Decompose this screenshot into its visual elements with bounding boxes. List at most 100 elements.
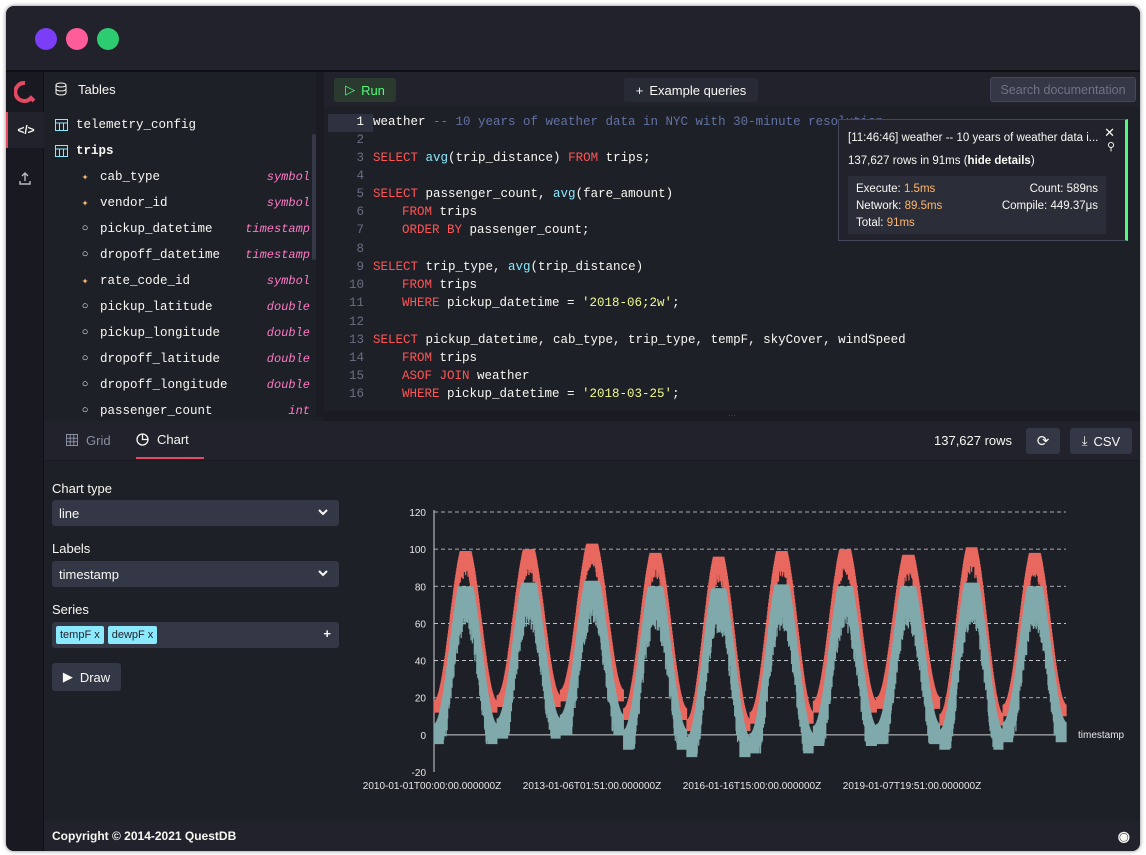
upload-icon <box>19 172 31 185</box>
nav-code[interactable]: </> <box>6 112 44 148</box>
code-line-14: FROM trips <box>402 351 478 365</box>
table-item-pickup-latitude[interactable]: ○ pickup_latitude double <box>44 294 310 320</box>
search-documentation-input[interactable]: Search documentation <box>990 77 1136 102</box>
column-icon: ○ <box>81 405 89 417</box>
github-icon[interactable]: ◉ <box>1117 828 1130 844</box>
table-item-dropoff-latitude[interactable]: ○ dropoff_latitude double <box>44 346 310 372</box>
table-item-dropoff-longitude[interactable]: ○ dropoff_longitude double <box>44 372 310 398</box>
code-line-16: WHERE pickup_datetime = '2018-03-25'; <box>402 387 680 401</box>
copyright-text: Copyright © 2014-2021 QuestDB <box>52 829 237 843</box>
code-line-10: FROM trips <box>402 278 478 292</box>
active-line-marker <box>328 114 373 132</box>
line-number: 8 <box>356 242 364 256</box>
line-number: 3 <box>356 151 364 165</box>
symbol-icon: ✦ <box>81 172 89 184</box>
editor-toolbar: ▷ Run + Example queries Search documenta… <box>324 72 1140 106</box>
pin-icon[interactable]: ⚲ <box>1106 141 1115 153</box>
line-number: 9 <box>356 260 364 274</box>
table-item-passenger-count[interactable]: ○ passenger_count int <box>44 398 310 424</box>
column-icon: ○ <box>81 223 89 235</box>
line-number: 6 <box>356 205 364 219</box>
column-icon: ○ <box>81 327 89 339</box>
run-button[interactable]: ▷ Run <box>334 78 396 102</box>
play-icon: ▷ <box>345 82 356 97</box>
side-nav: </> <box>6 72 44 851</box>
y-tick-label: -20 <box>412 768 427 779</box>
table-item-cab-type[interactable]: ✦ cab_type symbol <box>44 164 310 190</box>
column-icon: ○ <box>81 379 89 391</box>
x-tick-label: 2013-01-06T01:51:00.000000Z <box>523 781 661 792</box>
hide-details-link[interactable]: hide details <box>967 155 1031 167</box>
code-line-13: SELECT pickup_datetime, cab_type, trip_t… <box>373 333 906 347</box>
window-close-dot[interactable] <box>35 28 57 50</box>
y-tick-label: 0 <box>420 731 426 742</box>
table-item-vendor-id[interactable]: ✦ vendor_id symbol <box>44 190 310 216</box>
column-icon: ○ <box>81 301 89 313</box>
table-item-trips[interactable]: trips <box>44 138 310 164</box>
download-icon: ⤓ <box>1081 433 1088 448</box>
line-number: 2 <box>356 133 364 147</box>
x-tick-label: 2016-01-16T15:00:00.000000Z <box>683 781 821 792</box>
series-line-dewpF <box>433 580 1067 758</box>
chart-settings-form: Chart type line Labels timestamp Series … <box>52 461 352 821</box>
chart-type-select[interactable]: line <box>52 500 339 526</box>
chart-type-label: Chart type <box>52 481 112 496</box>
close-icon[interactable]: ✕ <box>1104 125 1115 140</box>
column-icon: ○ <box>81 249 89 261</box>
symbol-icon: ✦ <box>81 198 89 210</box>
code-line-11: WHERE pickup_datetime = '2018-06;2w'; <box>402 296 680 310</box>
tables-header: Tables <box>44 72 316 106</box>
code-line-1: weather -- 10 years of weather data in N… <box>373 115 884 129</box>
grid-icon <box>66 434 78 446</box>
csv-download-button[interactable]: ⤓ CSV <box>1070 428 1132 454</box>
window-minimize-dot[interactable] <box>66 28 88 50</box>
series-multiselect[interactable]: tempF x dewpF x + <box>52 622 339 648</box>
table-item-telemetry-config[interactable]: telemetry_config <box>44 112 310 138</box>
run-label: Run <box>361 82 385 98</box>
notification-title: [11:46:46] weather -- 10 years of weathe… <box>848 132 1099 144</box>
panel-splitter-vertical[interactable] <box>316 72 324 417</box>
y-tick-label: 120 <box>409 508 426 519</box>
query-notification: [11:46:46] weather -- 10 years of weathe… <box>838 119 1128 241</box>
example-queries-button[interactable]: + Example queries <box>624 78 758 102</box>
table-item-dropoff-datetime[interactable]: ○ dropoff_datetime timestamp <box>44 242 310 268</box>
line-chart: -20 0 20 40 60 80 100 120 timestamp 2010-01-01T00… <box>363 508 1125 792</box>
tab-chart[interactable]: Chart <box>136 421 204 459</box>
table-item-pickup-longitude[interactable]: ○ pickup_longitude double <box>44 320 310 346</box>
series-tag[interactable]: tempF x <box>56 626 104 644</box>
draw-button[interactable]: ▶ Draw <box>52 663 121 691</box>
y-tick-label: 20 <box>415 694 427 705</box>
code-line-5: SELECT passenger_count, avg(fare_amount) <box>373 187 674 201</box>
table-item-rate-code-id[interactable]: ✦ rate_code_id symbol <box>44 268 310 294</box>
line-number: 10 <box>348 278 364 292</box>
plus-icon: + <box>635 82 644 98</box>
line-number: 11 <box>348 296 364 310</box>
line-number: 5 <box>356 187 364 201</box>
series-tag[interactable]: dewpF x <box>107 626 158 644</box>
tables-scrollbar[interactable] <box>312 134 316 260</box>
series-line-tempF <box>433 543 1067 732</box>
window-maximize-dot[interactable] <box>97 28 119 50</box>
labels-label: Labels <box>52 541 91 556</box>
app-window: </> Tables telemetry_config trips ✦ cab_typ… <box>6 6 1140 851</box>
code-line-15: ASOF JOIN weather <box>402 369 530 383</box>
plus-icon[interactable]: + <box>323 626 331 641</box>
panel-splitter-horizontal[interactable]: ··· <box>324 411 1140 421</box>
line-number: 13 <box>348 333 364 347</box>
example-queries-label: Example queries <box>649 82 747 98</box>
series-label: Series <box>52 602 89 617</box>
y-tick-label: 80 <box>415 582 427 593</box>
table-item-pickup-datetime[interactable]: ○ pickup_datetime timestamp <box>44 216 310 242</box>
line-number: 4 <box>356 169 364 183</box>
refresh-icon: ⟳ <box>1036 433 1050 450</box>
x-axis-label: timestamp <box>1078 730 1125 741</box>
refresh-button[interactable]: ⟳ <box>1026 428 1060 454</box>
tables-panel: Tables telemetry_config trips ✦ cab_type sym… <box>44 72 316 418</box>
nav-import[interactable] <box>6 160 44 196</box>
labels-select[interactable]: timestamp <box>52 561 339 587</box>
x-tick-label: 2010-01-01T00:00:00.000000Z <box>363 781 501 792</box>
line-number: 1 <box>356 115 364 129</box>
tab-grid[interactable]: Grid <box>66 421 111 459</box>
database-icon <box>55 82 67 96</box>
code-line-9: SELECT trip_type, avg(trip_distance) <box>373 260 644 274</box>
